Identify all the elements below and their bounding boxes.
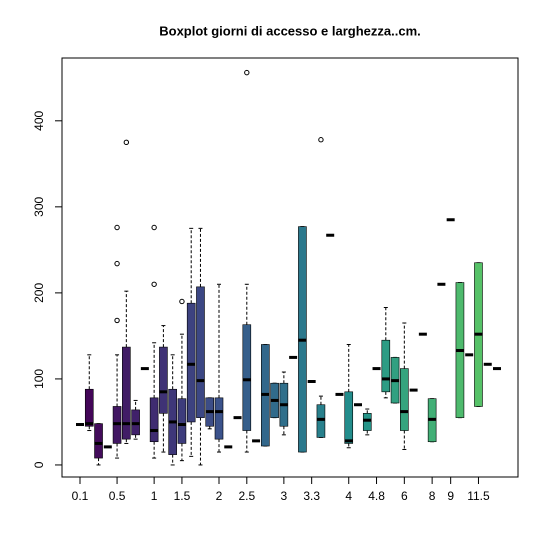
box (84, 388, 94, 427)
x-tick-label: 4 (345, 489, 352, 503)
x-tick-label: 3 (281, 489, 288, 503)
x-tick-label: 4.8 (368, 489, 385, 503)
box (159, 346, 168, 414)
outlier (114, 224, 120, 231)
outlier (151, 224, 157, 231)
box (400, 368, 409, 431)
box (242, 324, 252, 431)
x-tick-label: 3.3 (303, 489, 320, 503)
chart-title: Boxplot giorni di accesso e larghezza..c… (159, 23, 421, 38)
box (316, 404, 326, 438)
x-tick-label: 0.1 (72, 489, 89, 503)
box (344, 391, 354, 444)
outlier (114, 260, 120, 267)
y-tick-label: 0 (32, 461, 46, 468)
x-tick-label: 9 (447, 489, 454, 503)
x-tick-label: 8 (429, 489, 436, 503)
x-tick-label: 0.5 (109, 489, 126, 503)
y-tick-label: 200 (32, 283, 46, 303)
y-tick-label: 100 (32, 369, 46, 389)
x-tick-label: 11.5 (467, 489, 490, 503)
outlier (151, 281, 157, 287)
box (122, 346, 131, 440)
outlier (123, 139, 130, 146)
outlier (244, 69, 250, 76)
x-tick-label: 1 (151, 489, 158, 503)
box (94, 423, 103, 459)
outlier (179, 298, 185, 305)
x-tick-label: 2 (216, 489, 223, 503)
box (196, 286, 205, 418)
plot-frame (61, 57, 519, 478)
box (149, 397, 159, 443)
outlier (318, 137, 324, 143)
x-tick-label: 1.5 (174, 489, 191, 503)
x-tick-label: 6 (401, 489, 408, 503)
box (381, 339, 391, 393)
x-tick-label: 2.5 (238, 489, 255, 503)
y-tick-label: 300 (32, 197, 46, 217)
box (214, 397, 224, 440)
outlier (114, 317, 120, 324)
box (362, 413, 372, 431)
box (177, 398, 187, 444)
y-tick-label: 400 (32, 110, 46, 130)
box (186, 302, 196, 423)
